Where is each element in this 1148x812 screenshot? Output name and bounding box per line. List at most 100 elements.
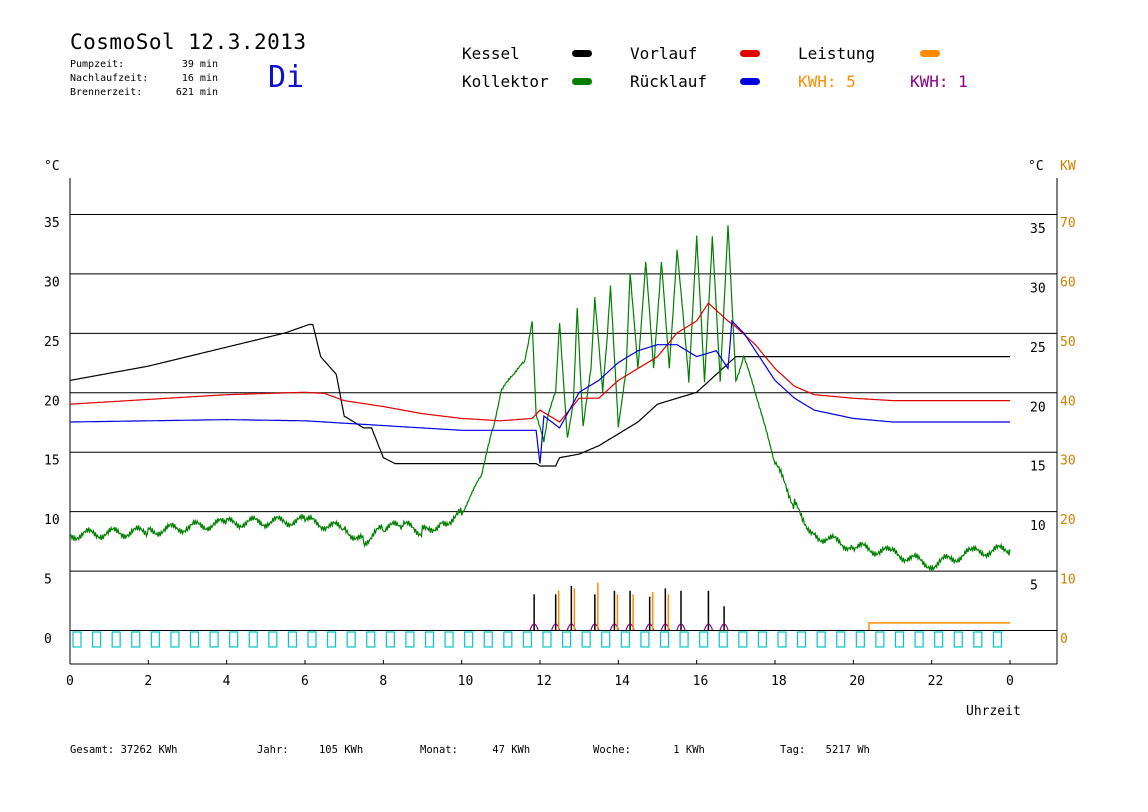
page-title: CosmoSol 12.3.2013 xyxy=(70,30,307,54)
y-tick-label-left: 15 xyxy=(44,454,60,469)
pump-status-mark xyxy=(483,631,493,648)
kw-tick-label: 20 xyxy=(1060,513,1076,528)
footer-woche: Woche: 1 KWh xyxy=(593,744,705,756)
weekday-label: Di xyxy=(268,60,305,95)
y-axis-kw-unit: KW xyxy=(1060,159,1076,174)
pump-status-mark xyxy=(992,631,1003,648)
footer-monat: Monat: 47 KWh xyxy=(420,744,530,756)
pump-status-mark xyxy=(307,631,317,648)
series-line-ruecklauf xyxy=(70,319,1010,464)
stat-pumpzeit: Pumpzeit: 39 min xyxy=(70,59,218,70)
x-tick-label: 14 xyxy=(614,674,630,689)
legend-kollektor-label: Kollektor xyxy=(462,72,549,91)
pump-status-mark xyxy=(934,631,944,648)
pump-status-mark xyxy=(855,631,865,648)
legend-leistung-swatch xyxy=(920,50,940,57)
footer-label: Monat: xyxy=(420,744,458,756)
pump-status-mark xyxy=(464,631,474,648)
y-tick-label-left: 25 xyxy=(44,335,60,350)
purple-burst-arc xyxy=(703,623,713,631)
pump-status-mark xyxy=(836,631,846,648)
y-tick-label-right: 10 xyxy=(1030,519,1046,534)
chart-grid xyxy=(69,178,1058,665)
kw-tick-label: 60 xyxy=(1060,275,1076,290)
legend-ruecklauf-swatch xyxy=(740,78,760,85)
pump-status-mark xyxy=(561,631,572,648)
x-tick-label: 0 xyxy=(66,674,74,689)
y-axis-left-unit: °C xyxy=(44,159,60,174)
footer-value: 5217 Wh xyxy=(825,744,870,756)
y-tick-label-left: 0 xyxy=(44,632,52,647)
purple-burst-arc xyxy=(719,623,729,631)
legend-kollektor-swatch xyxy=(572,78,592,85)
stat-value: 16 min xyxy=(181,73,218,84)
legend-vorlauf-label: Vorlauf xyxy=(630,44,698,63)
stat-brennerzeit: Brennerzeit: 621 min xyxy=(70,87,218,98)
pump-status-mark xyxy=(150,631,160,648)
series-line-vorlauf xyxy=(69,302,1010,423)
y-tick-label-left: 20 xyxy=(44,394,60,409)
pump-status-mark xyxy=(91,631,102,648)
footer-gesamt: Gesamt: 37262 KWh xyxy=(70,744,178,756)
y-tick-label-left: 10 xyxy=(44,513,60,528)
series-line-kessel xyxy=(69,323,1010,467)
footer-label: Jahr: xyxy=(257,744,289,756)
stat-label: Pumpzeit: xyxy=(70,59,125,70)
series-line-kollektor xyxy=(70,225,1011,572)
stat-value: 39 min xyxy=(181,59,218,70)
pump-status-mark xyxy=(738,631,748,648)
pump-status-mark xyxy=(640,631,650,648)
pump-status-mark xyxy=(444,631,454,648)
purple-burst-arc xyxy=(529,623,539,631)
pump-status-mark xyxy=(796,631,807,648)
pump-status-mark xyxy=(914,631,924,648)
y-tick-label-right: 20 xyxy=(1030,400,1046,415)
pump-status-mark xyxy=(953,631,963,648)
pump-marks xyxy=(72,631,1003,648)
footer-value: 1 KWh xyxy=(673,744,705,756)
x-tick-label: 4 xyxy=(223,674,231,689)
y-tick-label-right: 25 xyxy=(1030,341,1046,356)
pump-status-mark xyxy=(699,631,709,648)
purple-burst-arc xyxy=(676,623,686,631)
y-tick-label-left: 30 xyxy=(44,275,60,290)
footer-label: Gesamt: xyxy=(70,744,115,756)
kw-tick-label: 40 xyxy=(1060,394,1076,409)
kw-tick-label: 50 xyxy=(1060,335,1076,350)
legend-kessel-swatch xyxy=(572,50,592,57)
pump-status-mark xyxy=(816,631,826,648)
legend-kwh-purple: KWH: 1 xyxy=(910,72,968,91)
leistung-base-line xyxy=(868,622,1010,630)
footer-label: Woche: xyxy=(593,744,631,756)
x-tick-label: 12 xyxy=(536,674,552,689)
pump-status-mark xyxy=(405,631,415,648)
pump-status-mark xyxy=(287,631,298,648)
pump-status-mark xyxy=(620,631,630,648)
pump-status-mark xyxy=(111,631,121,648)
pump-status-mark xyxy=(777,631,787,648)
pump-status-mark xyxy=(973,631,983,648)
pump-status-mark xyxy=(170,631,180,648)
legend-vorlauf-swatch xyxy=(740,50,760,57)
pump-status-mark xyxy=(581,631,591,648)
pump-status-mark xyxy=(189,631,200,648)
pump-status-mark xyxy=(424,631,435,648)
legend-leistung-label: Leistung xyxy=(798,44,876,63)
kw-tick-label: 30 xyxy=(1060,454,1076,469)
legend-kessel-label: Kessel xyxy=(462,44,520,63)
stat-label: Nachlaufzeit: xyxy=(70,73,149,84)
kw-tick-label: 70 xyxy=(1060,216,1076,231)
chart-lines xyxy=(69,225,1011,572)
y-tick-label-right: 15 xyxy=(1030,460,1046,475)
footer-tag: Tag: 5217 Wh xyxy=(780,744,870,756)
pump-status-mark xyxy=(875,631,885,648)
pump-status-mark xyxy=(229,631,239,648)
legend-ruecklauf-label: Rücklauf xyxy=(630,72,708,91)
footer-jahr: Jahr: 105 KWh xyxy=(257,744,363,756)
footer-value: 37262 KWh xyxy=(120,744,178,756)
footer-value: 47 KWh xyxy=(492,744,531,756)
pump-status-mark xyxy=(601,631,611,648)
pump-status-mark xyxy=(522,631,533,648)
pump-status-mark xyxy=(131,631,141,648)
